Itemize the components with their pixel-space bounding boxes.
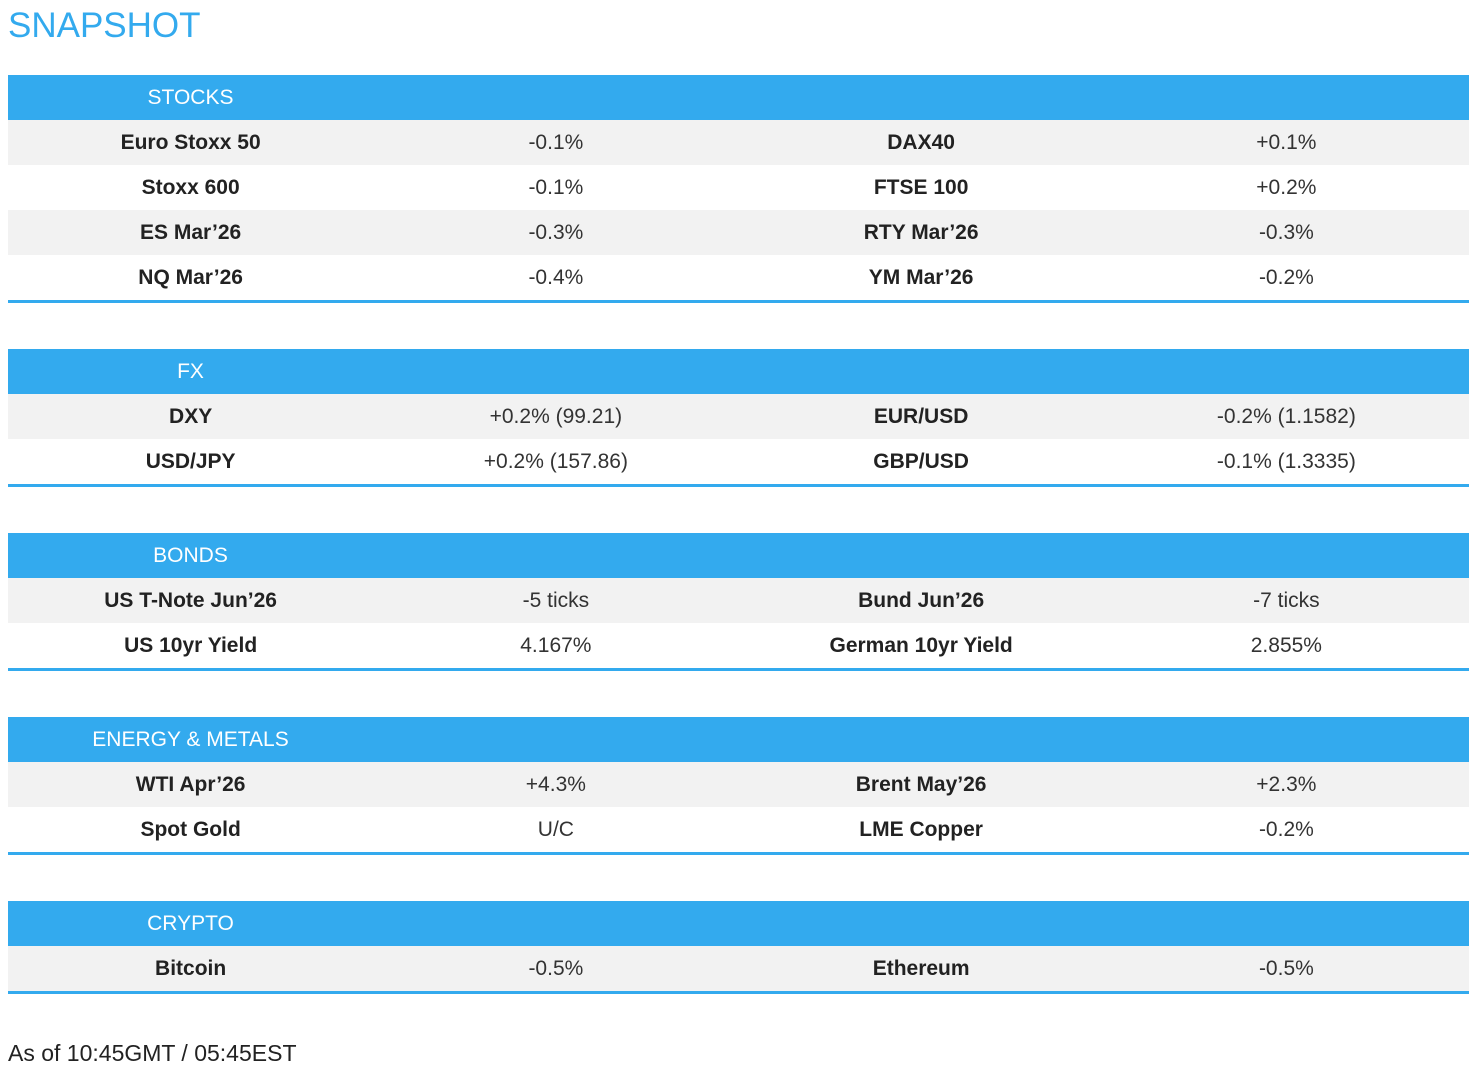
- section-header: STOCKS: [8, 75, 1469, 120]
- section-table: STOCKS Euro Stoxx 50 -0.1% DAX40 +0.1% Stoxx …: [8, 75, 1469, 303]
- table-body: Bitcoin -0.5% Ethereum -0.5%: [8, 946, 1469, 991]
- section-header-text: BONDS: [153, 544, 228, 567]
- table-body: DXY +0.2% (99.21) EUR/USD -0.2% (1.1582) USD…: [8, 394, 1469, 484]
- instrument-name: Brent May’26: [855, 773, 987, 796]
- instrument-name: German 10yr Yield: [829, 634, 1013, 657]
- table-body: US T-Note Jun’26 -5 ticks Bund Jun’26 -7 ti…: [8, 578, 1469, 668]
- instrument-name: EUR/USD: [873, 405, 969, 428]
- instrument-name: ES Mar’26: [140, 221, 242, 244]
- instrument-name: GBP/USD: [873, 450, 969, 473]
- section-header: ENERGY & METALS: [8, 717, 1469, 762]
- instrument-name: DXY: [169, 405, 213, 428]
- instrument-name: USD/JPY: [145, 450, 236, 473]
- instrument-name: YM Mar’26: [868, 266, 974, 289]
- instrument-change: -0.5%: [1258, 957, 1314, 980]
- section-header-text: ENERGY & METALS: [92, 728, 289, 751]
- instrument-change: -0.2% (1.1582): [1216, 405, 1356, 428]
- page-title: SNAPSHOT: [8, 6, 201, 45]
- instrument-change: +0.2% (157.86): [483, 450, 628, 473]
- sections: STOCKS Euro Stoxx 50 -0.1% DAX40 +0.1% Stoxx …: [8, 75, 1469, 1040]
- instrument-name: US 10yr Yield: [124, 634, 258, 657]
- table-row: Bitcoin -0.5% Ethereum -0.5%: [8, 946, 1469, 991]
- instrument-name: Stoxx 600: [141, 176, 240, 199]
- instrument-change: -0.3%: [528, 221, 584, 244]
- section-table: ENERGY & METALS WTI Apr’26 +4.3% Brent May’…: [8, 717, 1469, 855]
- instrument-name: WTI Apr’26: [135, 773, 246, 796]
- instrument-name: FTSE 100: [873, 176, 969, 199]
- section-header-text: FX: [177, 360, 204, 383]
- table-row: ES Mar’26 -0.3% RTY Mar’26 -0.3%: [8, 210, 1469, 255]
- instrument-change: -0.1% (1.3335): [1216, 450, 1356, 473]
- instrument-change: -0.1%: [528, 131, 584, 154]
- instrument-change: 2.855%: [1250, 634, 1322, 657]
- section-header-text: STOCKS: [147, 86, 234, 109]
- instrument-change: -0.3%: [1258, 221, 1314, 244]
- section-table: FX DXY +0.2% (99.21) EUR/USD -0.2% (1.1582) U…: [8, 349, 1469, 487]
- table-row: US 10yr Yield 4.167% German 10yr Yield 2.85…: [8, 623, 1469, 668]
- instrument-name: DAX40: [887, 131, 955, 154]
- instrument-change: -0.2%: [1258, 818, 1314, 841]
- instrument-change: -0.4%: [528, 266, 584, 289]
- section-header: CRYPTO: [8, 901, 1469, 946]
- instrument-name: Euro Stoxx 50: [120, 131, 261, 154]
- instrument-name: NQ Mar’26: [138, 266, 243, 289]
- instrument-name: Spot Gold: [140, 818, 241, 841]
- section-table: CRYPTO Bitcoin -0.5% Ethereum -0.5%: [8, 901, 1469, 994]
- instrument-name: Ethereum: [872, 957, 970, 980]
- instrument-name: Bund Jun’26: [858, 589, 985, 612]
- instrument-change: -7 ticks: [1253, 589, 1320, 612]
- table-row: WTI Apr’26 +4.3% Brent May’26 +2.3%: [8, 762, 1469, 807]
- instrument-name: US T-Note Jun’26: [104, 589, 277, 612]
- instrument-change: +0.2% (99.21): [489, 405, 623, 428]
- instrument-change: +0.1%: [1256, 131, 1317, 154]
- instrument-change: +4.3%: [525, 773, 586, 796]
- table-row: DXY +0.2% (99.21) EUR/USD -0.2% (1.1582): [8, 394, 1469, 439]
- instrument-name: LME Copper: [859, 818, 983, 841]
- table-body: WTI Apr’26 +4.3% Brent May’26 +2.3% Spot Gol…: [8, 762, 1469, 852]
- instrument-change: +0.2%: [1256, 176, 1317, 199]
- section-header: FX: [8, 349, 1469, 394]
- section-header: BONDS: [8, 533, 1469, 578]
- table-row: Stoxx 600 -0.1% FTSE 100 +0.2%: [8, 165, 1469, 210]
- section-header-text: CRYPTO: [147, 912, 234, 935]
- instrument-change: 4.167%: [520, 634, 592, 657]
- instrument-change: +2.3%: [1256, 773, 1317, 796]
- instrument-change: -0.1%: [528, 176, 584, 199]
- instrument-change: U/C: [537, 818, 574, 841]
- footer: As of 10:45GMT / 05:45EST: [8, 1040, 297, 1066]
- table-row: NQ Mar’26 -0.4% YM Mar’26 -0.2%: [8, 255, 1469, 300]
- instrument-change: -0.5%: [528, 957, 584, 980]
- table-body: Euro Stoxx 50 -0.1% DAX40 +0.1% Stoxx 600 -0.…: [8, 120, 1469, 300]
- instrument-name: Bitcoin: [155, 957, 227, 980]
- table-row: Euro Stoxx 50 -0.1% DAX40 +0.1%: [8, 120, 1469, 165]
- instrument-change: -5 ticks: [522, 589, 590, 612]
- section-table: BONDS US T-Note Jun’26 -5 ticks Bund Jun’26…: [8, 533, 1469, 671]
- table-row: Spot Gold U/C LME Copper -0.2%: [8, 807, 1469, 852]
- table-row: USD/JPY +0.2% (157.86) GBP/USD -0.1% (1.333…: [8, 439, 1469, 484]
- table-row: US T-Note Jun’26 -5 ticks Bund Jun’26 -7 ti…: [8, 578, 1469, 623]
- instrument-change: -0.2%: [1258, 266, 1314, 289]
- instrument-name: RTY Mar’26: [863, 221, 979, 244]
